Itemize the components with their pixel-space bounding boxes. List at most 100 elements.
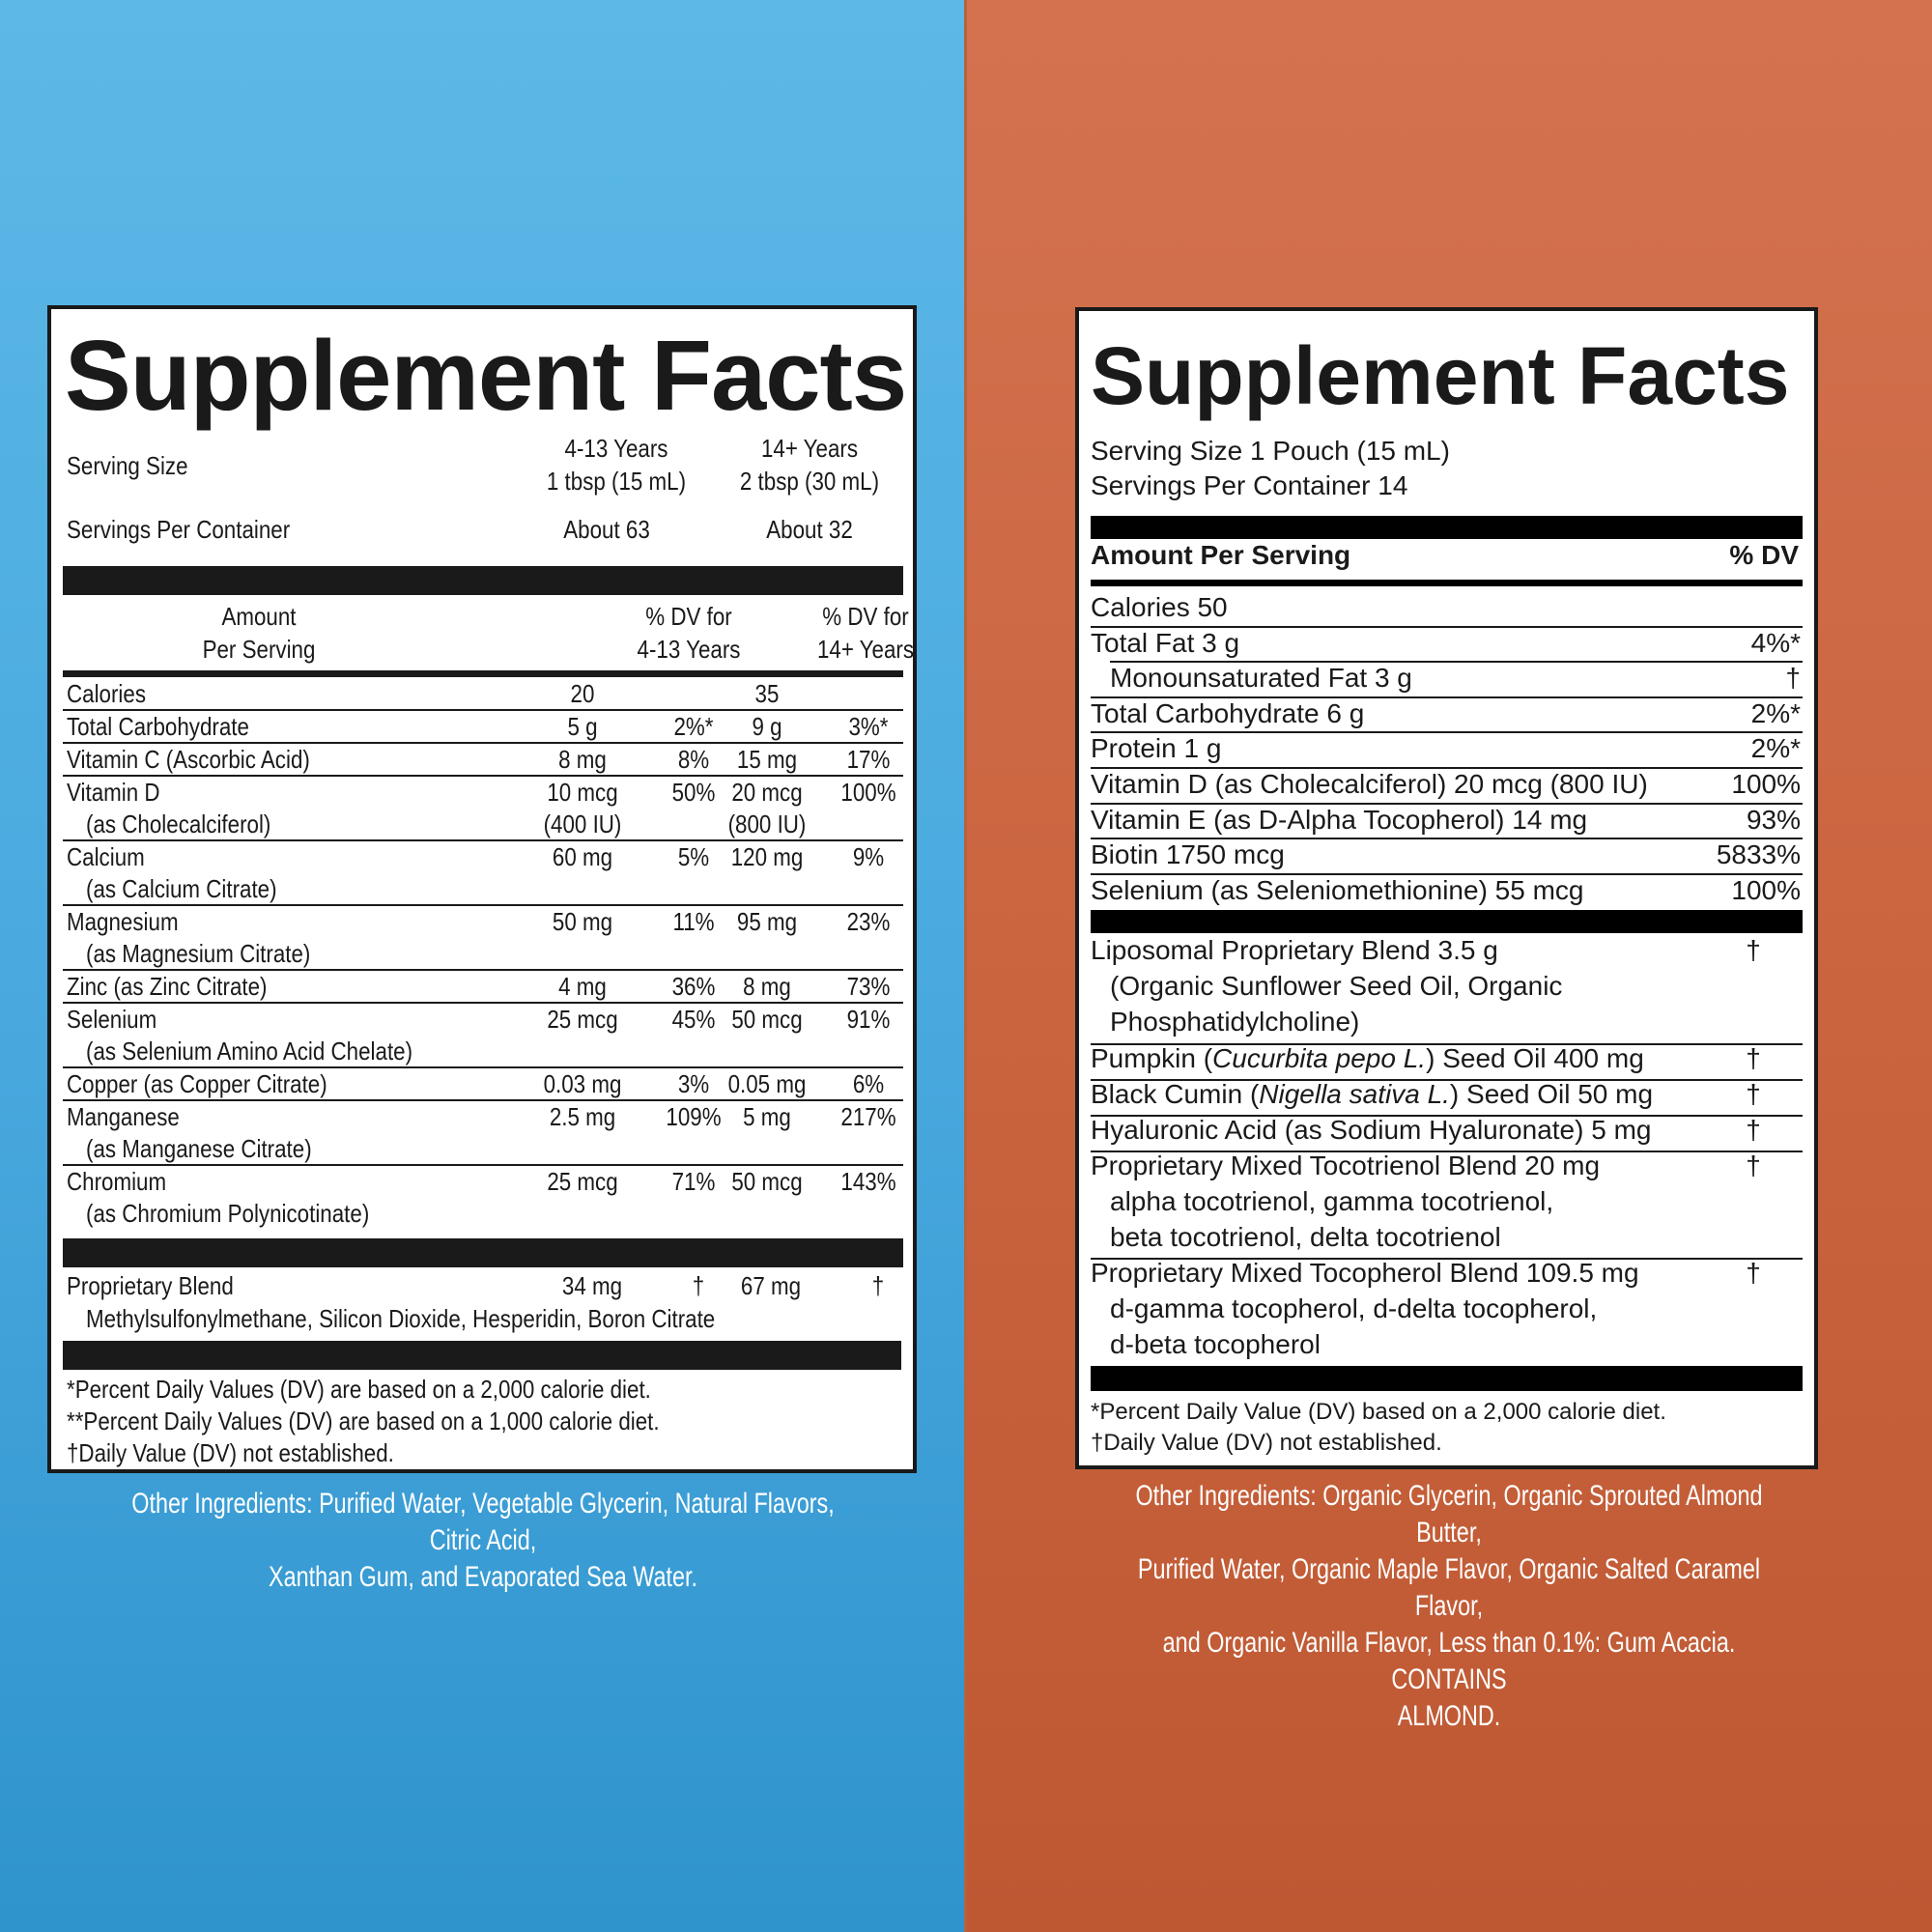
right-hyaluronic: Hyaluronic Acid (as Sodium Hyaluronate) … xyxy=(1091,1115,1652,1145)
right-row-divider xyxy=(1110,661,1803,663)
right-cumin-dv: † xyxy=(1746,1079,1761,1109)
left-nutrient-dv-1: 3% xyxy=(677,1069,710,1098)
left-nutrient-dv-1: 50% xyxy=(671,778,716,807)
right-liposomal-dv: † xyxy=(1746,935,1761,965)
left-serving1: 1 tbsp (15 mL) xyxy=(546,467,687,496)
right-row-divider xyxy=(1091,838,1803,839)
left-nutrient-source: (as Cholecalciferol) xyxy=(86,810,271,838)
right-liposomal-line-1: Liposomal Proprietary Blend 3.5 g xyxy=(1091,935,1498,965)
left-nutrient-source: (as Chromium Polynicotinate) xyxy=(86,1199,370,1228)
left-blend-amount2: 67 mg xyxy=(740,1271,802,1300)
right-nutrient-name: Vitamin E (as D-Alpha Tocopherol) 14 mg xyxy=(1091,805,1588,835)
right-nutrient-dv: 2%* xyxy=(1750,698,1801,728)
right-nutrient-dv: 2%* xyxy=(1750,733,1801,763)
right-cumin-post: ) Seed Oil 50 mg xyxy=(1449,1079,1654,1109)
left-nutrient-amount-2: 50 mcg xyxy=(731,1005,803,1034)
right-tocopherol-line-2: d-gamma tocopherol, d-delta tocopherol, xyxy=(1110,1293,1598,1323)
left-nutrient-dv-2: 23% xyxy=(846,907,891,936)
right-other-line-4: ALMOND. xyxy=(1397,1700,1501,1732)
left-nutrient-amount-2: 20 mcg xyxy=(731,778,803,807)
left-nutrient-amount-1: 50 mg xyxy=(552,907,613,936)
left-nutrient-amount-2: 95 mg xyxy=(736,907,798,936)
right-nutrient-name: Calories 50 xyxy=(1091,592,1228,622)
right-header-dv: % DV xyxy=(1729,540,1799,570)
left-row-divider xyxy=(63,742,903,744)
left-nutrient-dv-2: 9% xyxy=(852,842,885,871)
left-nutrient-dv-2: 3%* xyxy=(848,712,889,741)
left-row-divider xyxy=(63,969,903,971)
left-nutrient-dv-1: 2%* xyxy=(673,712,714,741)
left-nutrient-amount-2: 15 mg xyxy=(736,745,798,774)
left-row-divider xyxy=(63,709,903,711)
left-row-divider xyxy=(63,1164,903,1166)
left-nutrient-amount-2: 35 xyxy=(754,679,780,708)
left-nutrient-name: Manganese xyxy=(67,1102,180,1131)
left-nutrient-name: Chromium xyxy=(67,1167,167,1196)
left-blend-amount1: 34 mg xyxy=(561,1271,623,1300)
left-title: Supplement Facts xyxy=(65,320,907,431)
left-nutrient-name: Copper (as Copper Citrate) xyxy=(67,1069,327,1098)
left-nutrient-amount-2: 9 g xyxy=(752,712,782,741)
left-nutrient-name: Vitamin D xyxy=(67,778,160,807)
right-nutrient-name: Monounsaturated Fat 3 g xyxy=(1110,663,1412,693)
right-hyaluronic-dv: † xyxy=(1746,1115,1761,1145)
left-nutrient-amount-1: 25 mcg xyxy=(547,1167,618,1196)
left-nutrient-amount-2b: (800 IU) xyxy=(727,810,807,838)
right-supplement-facts-panel: Supplement Facts Serving Size 1 Pouch (1… xyxy=(1075,307,1818,1469)
right-rule xyxy=(1091,1043,1803,1045)
left-other-ingredients: Other Ingredients: Purified Water, Veget… xyxy=(122,1486,845,1596)
left-footnote-1: *Percent Daily Values (DV) are based on … xyxy=(67,1375,651,1404)
left-nutrient-source: (as Selenium Amino Acid Chelate) xyxy=(86,1037,413,1065)
left-nutrient-amount-1: 10 mcg xyxy=(547,778,618,807)
left-thick-bar-2 xyxy=(63,1238,903,1267)
right-nutrient-dv: 100% xyxy=(1731,769,1801,799)
left-thick-bar-1 xyxy=(63,566,903,595)
right-pumpkin-post: ) Seed Oil 400 mg xyxy=(1426,1043,1644,1073)
left-row-divider xyxy=(63,775,903,777)
right-tocopherol-line-1: Proprietary Mixed Tocopherol Blend 109.5… xyxy=(1091,1258,1639,1288)
right-liposomal-line-2: (Organic Sunflower Seed Oil, Organic xyxy=(1110,971,1563,1001)
right-other-line-1: Other Ingredients: Organic Glycerin, Org… xyxy=(1135,1480,1763,1548)
right-footnote-2: †Daily Value (DV) not established. xyxy=(1091,1430,1442,1456)
left-nutrient-name: Vitamin C (Ascorbic Acid) xyxy=(67,745,310,774)
left-header-dv1-1: % DV for xyxy=(645,602,732,631)
right-row-divider xyxy=(1091,696,1803,698)
left-nutrient-dv-1: 45% xyxy=(671,1005,716,1034)
left-nutrient-amount-1: 25 mcg xyxy=(547,1005,618,1034)
left-row-divider xyxy=(63,1002,903,1004)
right-tocotrienol-line-3: beta tocotrienol, delta tocotrienol xyxy=(1110,1222,1501,1252)
left-nutrient-amount-1: 60 mg xyxy=(552,842,613,871)
right-rule xyxy=(1091,1151,1803,1152)
left-other-line-1: Other Ingredients: Purified Water, Veget… xyxy=(131,1488,835,1556)
right-other-ingredients: Other Ingredients: Organic Glycerin, Org… xyxy=(1102,1478,1796,1735)
right-nutrient-dv: 100% xyxy=(1731,875,1801,905)
left-nutrient-dv-2: 143% xyxy=(840,1167,896,1196)
right-thick-bar-2 xyxy=(1091,910,1803,933)
left-blend-dv2: † xyxy=(871,1271,885,1300)
right-thick-bar-1 xyxy=(1091,516,1803,539)
right-header-bar xyxy=(1091,580,1803,586)
left-nutrient-dv-2: 73% xyxy=(846,972,891,1001)
left-servings1: About 63 xyxy=(563,515,650,544)
left-footnote-3: †Daily Value (DV) not established. xyxy=(67,1438,394,1467)
left-nutrient-dv-2: 217% xyxy=(840,1102,896,1131)
left-nutrient-amount-2: 120 mg xyxy=(730,842,804,871)
left-servings-label: Servings Per Container xyxy=(67,515,291,544)
right-title: Supplement Facts xyxy=(1091,330,1790,421)
left-nutrient-amount-2: 8 mg xyxy=(743,972,791,1001)
left-nutrient-source: (as Manganese Citrate) xyxy=(86,1134,312,1163)
right-pumpkin-pre: Pumpkin ( xyxy=(1091,1043,1213,1073)
left-nutrient-name: Magnesium xyxy=(67,907,179,936)
left-nutrient-dv-1: 5% xyxy=(677,842,710,871)
left-footnote-2: **Percent Daily Values (DV) are based on… xyxy=(67,1406,660,1435)
left-nutrient-amount-1: 2.5 mg xyxy=(549,1102,616,1131)
left-nutrient-amount-2: 50 mcg xyxy=(731,1167,803,1196)
left-nutrient-dv-1: 36% xyxy=(671,972,716,1001)
right-thick-bar-3 xyxy=(1091,1366,1803,1391)
left-nutrient-amount-1: 4 mg xyxy=(558,972,607,1001)
right-nutrient-dv: 4%* xyxy=(1750,628,1801,658)
right-cumin-pre: Black Cumin ( xyxy=(1091,1079,1260,1109)
right-cumin: Black Cumin (Nigella sativa L.) Seed Oil… xyxy=(1091,1078,1653,1111)
right-other-line-2: Purified Water, Organic Maple Flavor, Or… xyxy=(1137,1553,1761,1622)
right-tocotrienol-line-1: Proprietary Mixed Tocotrienol Blend 20 m… xyxy=(1091,1151,1601,1180)
